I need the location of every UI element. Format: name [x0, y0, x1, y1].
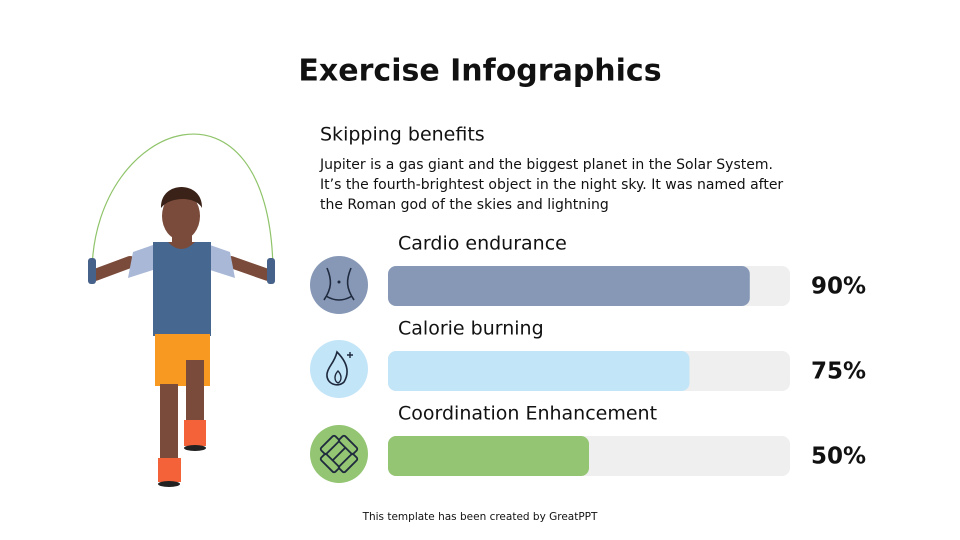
- title: Exercise Infographics: [298, 54, 661, 89]
- description-line: Jupiter is a gas giant and the biggest p…: [319, 157, 773, 173]
- subtitle: Skipping benefits: [320, 124, 485, 146]
- value-label: 75%: [811, 359, 866, 385]
- icon-dumbbell: [310, 425, 368, 483]
- description-line: It’s the fourth-brightest object in the …: [320, 177, 783, 193]
- bar: [388, 436, 589, 476]
- illustration: [88, 133, 275, 487]
- description-line: the Roman god of the skies and lightning: [320, 197, 609, 213]
- icon-flame: [310, 340, 368, 398]
- bar: [388, 266, 750, 306]
- bar: [388, 351, 690, 391]
- icon-waist: [310, 256, 368, 314]
- bar-label: Cardio endurance: [398, 233, 567, 255]
- footer: This template has been created by GreatP…: [362, 511, 598, 523]
- bar-label: Coordination Enhancement: [398, 403, 657, 425]
- value-label: 50%: [811, 444, 866, 470]
- bar-label: Calorie burning: [398, 318, 544, 340]
- value-label: 90%: [811, 274, 866, 300]
